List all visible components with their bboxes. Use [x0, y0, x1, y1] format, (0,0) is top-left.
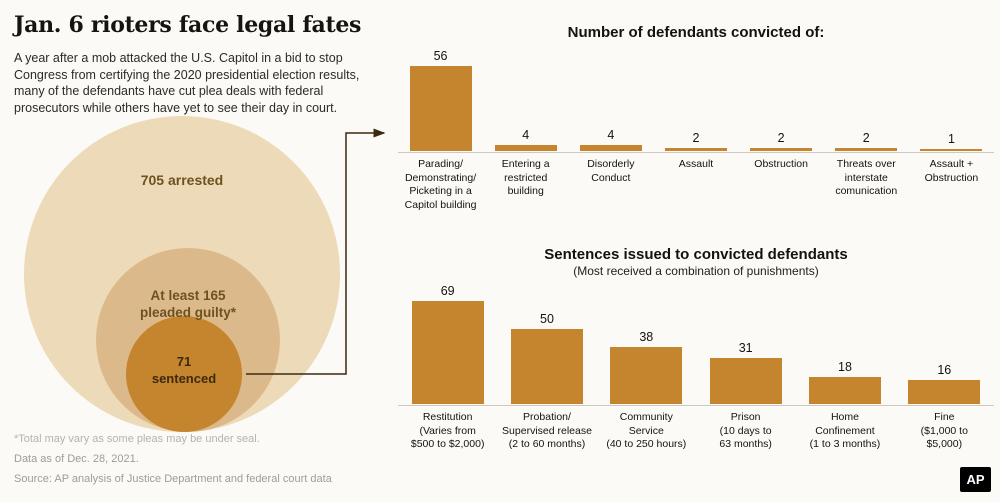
bar-category-label: Entering a restricted building: [501, 158, 550, 198]
bar-value-label: 2: [862, 131, 870, 145]
footnote-seal: *Total may vary as some pleas may be und…: [14, 433, 260, 445]
bar-column: 38 Community Service (40 to 250 hours): [597, 282, 696, 452]
circle-sentenced-label: 71 sentenced: [151, 354, 217, 386]
bar-value-label: 2: [692, 131, 700, 145]
chart-baseline: [398, 405, 994, 406]
bar-category-label: Threats over interstate comunication: [835, 158, 898, 198]
bar-category-label: Home Confinement (1 to 3 months): [809, 411, 881, 451]
bar-area: 69: [398, 282, 497, 404]
bar: [579, 145, 642, 151]
bar-area: 4: [483, 47, 568, 151]
bar-area: 56: [398, 47, 483, 151]
bar-value-label: 69: [440, 284, 455, 298]
bar-value-label: 4: [522, 128, 530, 142]
circle-arrested-label: 705 arrested: [140, 172, 224, 188]
bar: [494, 145, 557, 151]
bar-column: 2 Obstruction: [739, 47, 824, 213]
bar-column: 18 Home Confinement (1 to 3 months): [795, 282, 894, 452]
bar-column: 16 Fine ($1,000 to $5,000): [895, 282, 994, 452]
bar: [510, 329, 583, 404]
bar-column: 69 Restitution (Varies from $500 to $2,00…: [398, 282, 497, 452]
chart-title: Sentences issued to convicted defendants: [544, 246, 848, 263]
bar-column: 31 Prison (10 days to 63 months): [696, 282, 795, 452]
bar: [610, 347, 683, 404]
bar: [808, 377, 881, 404]
bar: [835, 148, 898, 151]
bar-category-label: Parading/ Demonstrating/ Picketing in a …: [404, 158, 477, 211]
bar: [409, 66, 472, 151]
bar-value-label: 2: [777, 131, 785, 145]
bar-column: 56 Parading/ Demonstrating/ Picketing in …: [398, 47, 483, 213]
ap-logo: AP: [960, 467, 991, 492]
bar: [664, 148, 727, 151]
footnote-date: Data as of Dec. 28, 2021.: [14, 453, 139, 465]
bar-area: 1: [909, 47, 994, 151]
page-title: Jan. 6 rioters face legal fates: [14, 12, 362, 38]
bars-row: 69 Restitution (Varies from $500 to $2,00…: [398, 282, 994, 452]
chart-title: Number of defendants convicted of:: [567, 24, 825, 41]
intro-text: A year after a mob attacked the U.S. Cap…: [14, 51, 360, 115]
bar-column: 50 Probation/ Supervised release (2 to 60…: [497, 282, 596, 452]
bar-area: 2: [739, 47, 824, 151]
bar: [908, 380, 981, 404]
bar-column: 1 Assault + Obstruction: [909, 47, 994, 213]
bar: [920, 149, 983, 151]
bar-value-label: 18: [838, 360, 852, 374]
bar-value-label: 38: [639, 330, 654, 344]
bar-area: 4: [568, 47, 653, 151]
bar: [750, 148, 813, 151]
bar-area: 38: [597, 282, 696, 404]
bar-category-label: Assault + Obstruction: [924, 158, 979, 184]
bar-column: 2 Threats over interstate comunication: [824, 47, 909, 213]
bar-category-label: Restitution (Varies from $500 to $2,000): [410, 411, 485, 451]
bar: [709, 358, 782, 404]
bar-column: 2 Assault: [653, 47, 738, 213]
bar-value-label: 16: [937, 363, 952, 377]
bar-category-label: Obstruction: [754, 158, 808, 170]
bar-value-label: 4: [607, 128, 615, 142]
bar-area: 16: [895, 282, 994, 404]
bar-area: 2: [653, 47, 738, 151]
bar-area: 31: [696, 282, 795, 404]
bar-category-label: Probation/ Supervised release (2 to 60 m…: [502, 411, 592, 451]
sentences-chart: Sentences issued to convicted defendants…: [398, 246, 994, 452]
bar-category-label: Community Service (40 to 250 hours): [606, 411, 687, 451]
bar: [411, 301, 484, 404]
bar-area: 18: [795, 282, 894, 404]
bar-area: 50: [497, 282, 596, 404]
chart-baseline: [398, 152, 994, 153]
convictions-chart: Number of defendants convicted of: 56 Par…: [398, 24, 994, 213]
bar-category-label: Disorderly Conduct: [587, 158, 635, 184]
circle-sentenced: [126, 316, 242, 432]
footnote-source: Source: AP analysis of Justice Departmen…: [14, 473, 332, 485]
bar-value-label: 31: [738, 341, 753, 355]
bar-value-label: 56: [433, 49, 448, 63]
bar-value-label: 50: [540, 312, 554, 326]
bars-row: 56 Parading/ Demonstrating/ Picketing in …: [398, 47, 994, 213]
bar-category-label: Assault: [678, 158, 714, 170]
bar-category-label: Prison (10 days to 63 months): [719, 411, 772, 451]
chart-subtitle: (Most received a combination of punishme…: [573, 264, 819, 278]
circle-pleaded-guilty-label: At least 165 pleaded guilty*: [139, 288, 237, 320]
bar-column: 4 Disorderly Conduct: [568, 47, 653, 213]
bar-column: 4 Entering a restricted building: [483, 47, 568, 213]
bar-category-label: Fine ($1,000 to $5,000): [920, 411, 968, 451]
bar-value-label: 1: [947, 132, 955, 146]
bar-area: 2: [824, 47, 909, 151]
